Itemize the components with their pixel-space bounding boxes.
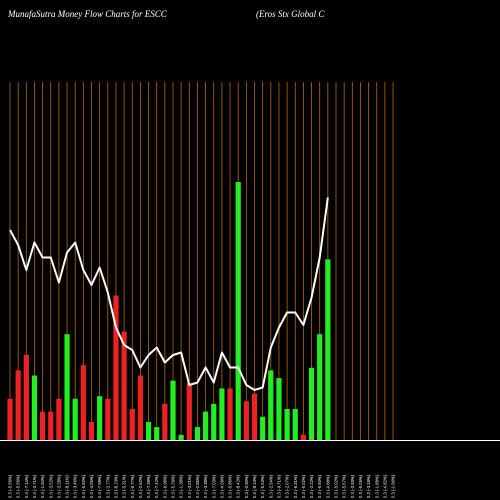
bar — [235, 182, 241, 440]
bar — [31, 375, 38, 440]
bar — [186, 383, 192, 440]
x-tick-label: 0.3 (-4.82%) — [382, 474, 387, 498]
bars-group — [7, 182, 331, 440]
x-tick-label: 0.3 (-2.62%) — [138, 474, 143, 498]
bar — [15, 370, 21, 440]
bar — [194, 427, 201, 440]
bar — [113, 295, 119, 440]
bar — [292, 409, 298, 440]
bar — [64, 334, 70, 440]
x-tick-label: 0.3 (-3.28%) — [56, 474, 61, 498]
bar — [251, 393, 258, 440]
bar — [129, 409, 135, 440]
x-tick-label: 0.3 (-5.31%) — [122, 474, 127, 498]
chart-title-right: (Eros Stx Global C — [256, 9, 325, 19]
bar — [260, 416, 266, 440]
x-tick-label: 0.3 (-2.54%) — [268, 474, 273, 498]
bar — [56, 398, 62, 440]
bar — [80, 365, 86, 440]
x-tick-label: 0.3 (-7.99%) — [97, 474, 102, 498]
x-tick-label: 0.3 (-7.39%) — [146, 474, 151, 498]
x-tick-label: 0.3 (-9.98%) — [162, 474, 167, 498]
bar — [243, 401, 249, 440]
bar — [308, 367, 315, 440]
bar — [162, 403, 168, 440]
bar — [72, 398, 78, 440]
x-tick-label: 0.3 (-1.89%) — [374, 474, 379, 498]
bar — [276, 378, 282, 440]
x-tick-label: 0.3 (-1.38%) — [179, 474, 184, 498]
x-tick-label: 0.3 (-1.96%) — [391, 474, 396, 498]
bar — [203, 411, 209, 440]
x-tick-label: 0.3 (-3.52%) — [48, 474, 53, 498]
x-tick-label: 0.3 (-5.86%) — [228, 474, 233, 498]
x-tick-label: 0.3 (-2.67%) — [285, 474, 290, 498]
x-tick-label: 0.3 (-0.90%) — [244, 474, 249, 498]
x-tick-label: 0.3 (-3.18%) — [366, 474, 371, 498]
x-tick-label: 0.3 (-3.46%) — [73, 474, 78, 498]
x-tick-label: 0.3 (-2.85%) — [195, 474, 200, 498]
x-tick-labels: 0.3 (-5.56%) 0.3 (-5.56%) 0.3 (-7.14%) 0.3 … — [8, 474, 396, 498]
bar — [268, 370, 274, 440]
bar — [105, 398, 111, 440]
x-tick-label: 0.3 (-5.60%) — [317, 474, 322, 498]
x-tick-label: 0.3 (-6.31%) — [293, 474, 298, 498]
x-tick-label: 0.3 (-7.14%) — [24, 474, 29, 498]
x-tick-label: 0.3 (-8.42%) — [236, 474, 241, 498]
bar — [121, 331, 127, 440]
bar — [88, 421, 95, 440]
bar — [325, 259, 331, 440]
x-tick-label: 0.3 (-8.11%) — [65, 475, 70, 498]
x-tick-label: 0.3 (-5.67%) — [342, 474, 347, 498]
x-tick-label: 0.3 (-8.23%) — [113, 474, 118, 498]
bar — [48, 411, 54, 440]
x-tick-label: 0.3 (-1.94%) — [40, 474, 45, 498]
x-tick-label: 0.3 (-8.13%) — [252, 474, 257, 498]
bar — [97, 396, 103, 440]
x-tick-label: 0.3 (-5.02%) — [334, 474, 339, 498]
bar — [40, 411, 46, 440]
x-tick-label: 0.3 (-3.01%) — [187, 474, 192, 498]
x-tick-label: 0.3 (-4.05%) — [89, 474, 94, 498]
x-tick-label: 0.3 (-2.22%) — [309, 474, 314, 498]
grid-lines — [9, 82, 394, 440]
x-tick-label: 0.3 (-5.05%) — [358, 474, 363, 498]
x-tick-label: 0.3 (-4.88%) — [325, 474, 330, 498]
chart-title-left: MunafaSutra Money Flow Charts for ESCC — [7, 9, 168, 19]
bar — [137, 375, 143, 440]
bar — [317, 334, 323, 440]
bar — [145, 421, 152, 440]
x-tick-label: 0.3 (-5.77%) — [130, 474, 135, 498]
x-tick-label: 0.3 (-5.02%) — [301, 474, 306, 498]
bar — [178, 434, 184, 440]
x-tick-label: 0.3 (-3.71%) — [32, 474, 37, 498]
x-tick-label: 0.3 (-2.77%) — [105, 474, 110, 498]
x-tick-label: 0.3 (-3.38%) — [203, 474, 208, 498]
bar — [7, 398, 13, 440]
x-tick-label: 0.3 (-4.09%) — [219, 474, 224, 498]
x-tick-label: 0.3 (-5.63%) — [260, 474, 265, 498]
x-tick-label: 0.3 (-5.29%) — [171, 474, 176, 498]
bar — [227, 388, 233, 440]
bar — [154, 427, 160, 440]
bar — [211, 403, 217, 440]
x-tick-label: 0.3 (-5.56%) — [8, 474, 13, 498]
x-tick-label: 0.3 (-5.92%) — [81, 474, 86, 498]
money-flow-line — [9, 197, 329, 391]
x-tick-label: 0.3 (-9.71%) — [276, 474, 281, 498]
bar — [300, 434, 306, 440]
bar — [284, 409, 290, 440]
bar — [23, 354, 29, 440]
x-tick-label: 0.3 (-7.42%) — [154, 474, 159, 498]
bar — [170, 380, 176, 440]
x-tick-label: 0.3 (-7.03%) — [211, 474, 216, 498]
x-tick-label: 0.3 (-5.56%) — [16, 474, 21, 498]
bar — [219, 388, 225, 440]
x-tick-label: 0.3 (-3.93%) — [350, 474, 355, 498]
